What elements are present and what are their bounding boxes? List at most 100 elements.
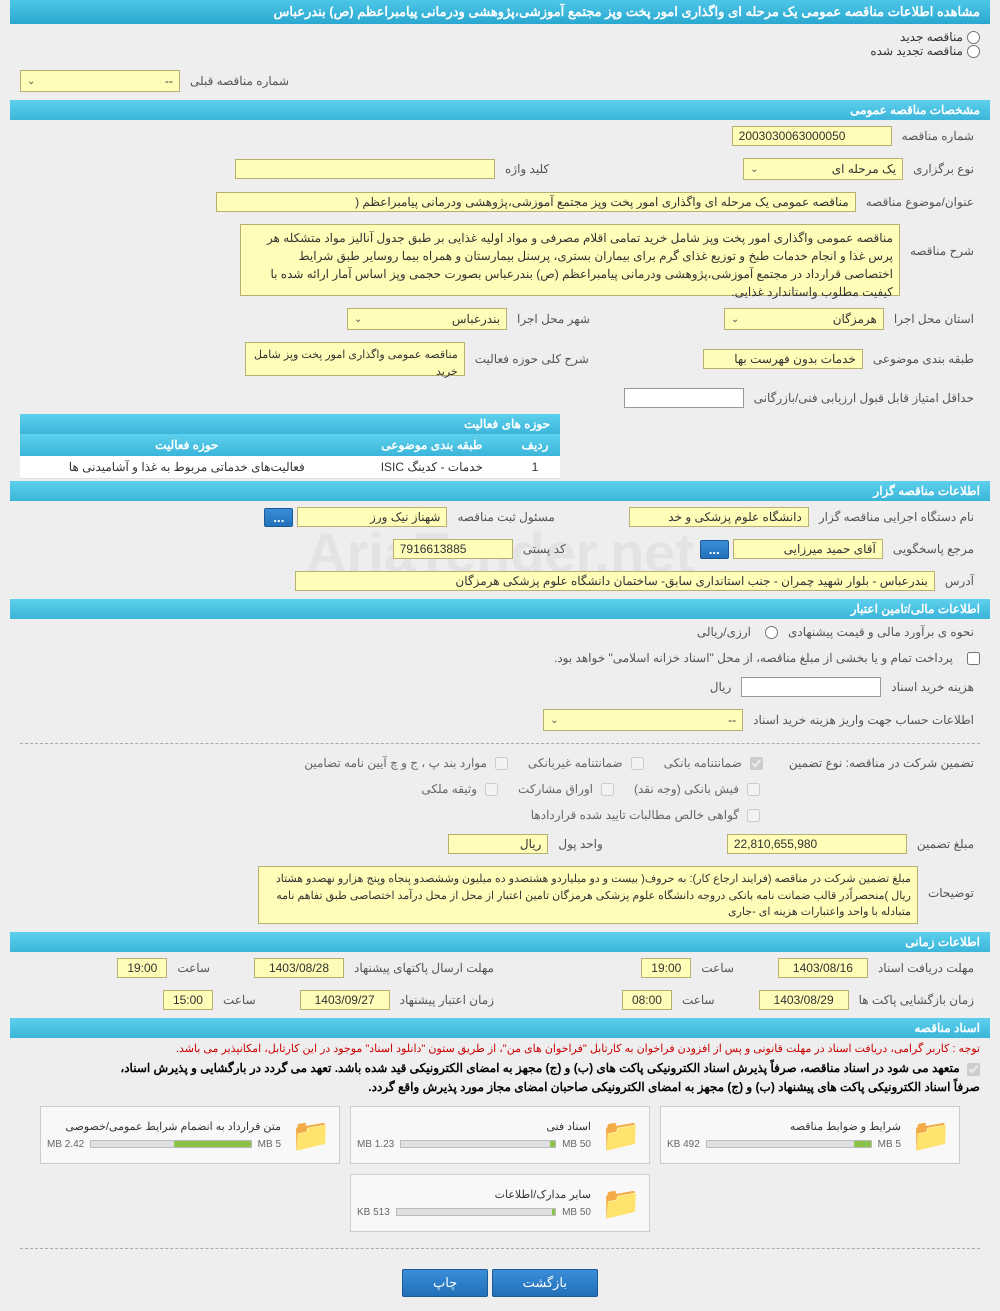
method-label: نحوه ی برآورد مالی و قیمت پیشنهادی: [782, 625, 980, 639]
docs-note2: صرفاً اسناد الکترونیکی پاکت های پیشنهاد …: [10, 1078, 990, 1096]
guarantee-label: تضمین شرکت در مناقصه: نوع تضمین: [783, 756, 980, 770]
scope-label: شرح کلی حوزه فعالیت: [469, 352, 595, 366]
receive-time: 19:00: [641, 958, 691, 978]
activity-table-title: حوزه های فعالیت: [20, 414, 560, 434]
folder-icon: 📁: [599, 1181, 643, 1225]
folder-icon: 📁: [289, 1113, 333, 1157]
type-label: نوع برگزاری: [907, 162, 980, 176]
th-field: حوزه فعالیت: [20, 434, 354, 456]
g4-checkbox: [747, 783, 760, 796]
doc-title: متن قرارداد به انضمام شرایط عمومی/خصوصی: [47, 1120, 281, 1133]
doc-title: سایر مدارک/اطلاعات: [357, 1188, 591, 1201]
chevron-down-icon: ⌄: [750, 164, 758, 175]
g7-checkbox: [747, 809, 760, 822]
doc-card-4[interactable]: 📁 سایر مدارک/اطلاعات 50 MB 513 KB: [350, 1174, 650, 1232]
g5-checkbox: [601, 783, 614, 796]
doc-card-1[interactable]: 📁 شرایط و ضوابط مناقصه 5 MB 492 KB: [660, 1106, 960, 1164]
doc-card-3[interactable]: 📁 متن قرارداد به انضمام شرایط عمومی/خصوص…: [40, 1106, 340, 1164]
th-category: طبقه بندی موضوعی: [354, 434, 510, 456]
reg-more-button[interactable]: ...: [264, 508, 293, 527]
docs-note-red: توجه : کاربر گرامی، دریافت اسناد در مهلت…: [10, 1038, 990, 1059]
table-row: 1 خدمات - کدینگ ISIC فعالیت‌های خدماتی م…: [20, 456, 560, 479]
address-field: بندرعباس - بلوار شهید چمران - جنب استاند…: [295, 571, 935, 591]
scope-field[interactable]: مناقصه عمومی واگذاری امور پخت وپز شامل خ…: [245, 342, 465, 376]
type-dropdown[interactable]: یک مرحله ای ⌄: [743, 158, 903, 180]
treasury-note: پرداخت تمام و یا بخشی از مبلغ مناقصه، از…: [548, 651, 959, 665]
receive-label: مهلت دریافت اسناد: [872, 961, 980, 975]
folder-icon: 📁: [599, 1113, 643, 1157]
category-field: خدمات بدون فهرست بها: [703, 349, 863, 369]
tender-status-radios: مناقصه جدید مناقصه تجدید شده: [10, 24, 990, 64]
contact-label: مرجع پاسخگویی: [887, 542, 980, 556]
city-label: شهر محل اجرا: [511, 312, 596, 326]
validity-label: زمان اعتبار پیشنهاد: [394, 993, 500, 1007]
chevron-down-icon: ⌄: [27, 76, 35, 87]
fee-field[interactable]: [741, 677, 881, 697]
keyword-label: کلید واژه: [499, 162, 555, 176]
desc-field[interactable]: مناقصه عمومی واگذاری امور پخت وپز شامل خ…: [240, 224, 900, 296]
postal-field: 7916613885: [393, 539, 513, 559]
explain-field[interactable]: مبلغ تضمین شرکت در مناقصه (فرایند ارجاع …: [258, 866, 918, 924]
treasury-checkbox[interactable]: [967, 652, 980, 665]
section-bidder: اطلاعات مناقصه گزار: [10, 481, 990, 501]
docs-grid: 📁 شرایط و ضوابط مناقصه 5 MB 492 KB 📁 اسن…: [10, 1096, 990, 1242]
open-label: زمان بازگشایی پاکت ها: [853, 993, 980, 1007]
province-label: استان محل اجرا: [888, 312, 980, 326]
activity-table: ردیف طبقه بندی موضوعی حوزه فعالیت 1 خدما…: [20, 434, 560, 479]
amount-field: 22,810,655,980: [727, 834, 907, 854]
doc-card-2[interactable]: 📁 اسناد فنی 50 MB 1.23 MB: [350, 1106, 650, 1164]
send-time: 19:00: [117, 958, 167, 978]
prev-tender-dropdown[interactable]: -- ⌄: [20, 70, 180, 92]
open-time: 08:00: [622, 990, 672, 1010]
account-dropdown[interactable]: -- ⌄: [543, 709, 743, 731]
th-row: ردیف: [510, 434, 560, 456]
page-title: مشاهده اطلاعات مناقصه عمومی یک مرحله ای …: [10, 0, 990, 24]
radio-new[interactable]: [967, 31, 980, 44]
folder-icon: 📁: [909, 1113, 953, 1157]
reg-field: شهناز نیک ورز: [297, 507, 447, 527]
send-label: مهلت ارسال پاکتهای پیشنهاد: [348, 961, 500, 975]
g6-checkbox: [485, 783, 498, 796]
doc-title: شرایط و ضوابط مناقصه: [667, 1120, 901, 1133]
city-dropdown[interactable]: بندرعباس ⌄: [347, 308, 507, 330]
validity-time: 15:00: [163, 990, 213, 1010]
subject-label: عنوان/موضوع مناقصه: [860, 195, 980, 209]
radio-renewed-label: مناقصه تجدید شده: [870, 44, 963, 58]
org-label: نام دستگاه اجرایی مناقصه گزار: [813, 510, 980, 524]
contact-field: آقای حمید میرزایی: [733, 539, 883, 559]
g2-checkbox: [631, 757, 644, 770]
address-label: آدرس: [939, 574, 980, 588]
radio-renewed[interactable]: [967, 45, 980, 58]
org-field: دانشگاه علوم پزشکی و خد: [629, 507, 809, 527]
desc-label: شرح مناقصه: [904, 224, 980, 258]
fee-label: هزینه خرید اسناد: [885, 680, 980, 694]
footer-buttons: بازگشت چاپ: [10, 1255, 990, 1311]
section-general: مشخصات مناقصه عمومی: [10, 100, 990, 120]
g1-checkbox: [750, 757, 763, 770]
province-dropdown[interactable]: هرمزگان ⌄: [724, 308, 884, 330]
docs-note1: متعهد می شود در اسناد مناقصه، صرفاً پذیر…: [120, 1061, 959, 1075]
g3-checkbox: [495, 757, 508, 770]
section-financial: اطلاعات مالی/تامین اعتبار: [10, 599, 990, 619]
min-score-field[interactable]: [624, 388, 744, 408]
postal-label: کد پستی: [517, 542, 572, 556]
contact-more-button[interactable]: ...: [700, 540, 729, 559]
unit-field: ریال: [448, 834, 548, 854]
prev-tender-label: شماره مناقصه قبلی: [184, 74, 295, 88]
unit-label: واحد پول: [552, 837, 608, 851]
section-time: اطلاعات زمانی: [10, 932, 990, 952]
send-date: 1403/08/28: [254, 958, 344, 978]
radio-currency[interactable]: [765, 626, 778, 639]
doc-title: اسناد فنی: [357, 1120, 591, 1133]
chevron-down-icon: ⌄: [731, 314, 739, 325]
explain-label: توضیحات: [922, 866, 980, 900]
section-docs: اسناد مناقصه: [10, 1018, 990, 1038]
commit-checkbox: [967, 1063, 980, 1076]
chevron-down-icon: ⌄: [550, 715, 558, 726]
account-label: اطلاعات حساب جهت واریز هزینه خرید اسناد: [747, 713, 980, 727]
radio-new-label: مناقصه جدید: [900, 30, 963, 44]
back-button[interactable]: بازگشت: [492, 1269, 598, 1297]
print-button[interactable]: چاپ: [402, 1269, 488, 1297]
category-label: طبقه بندی موضوعی: [867, 352, 980, 366]
keyword-field[interactable]: [235, 159, 495, 179]
